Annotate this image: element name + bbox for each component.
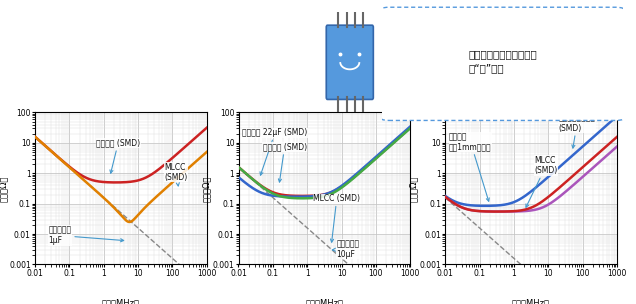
Text: 理想电容器
100μF: 理想电容器 100μF: [0, 303, 1, 304]
Text: 参照：导电聚合物
(SMD): 参照：导电聚合物 (SMD): [558, 113, 595, 148]
Text: MLCC
(SMD): MLCC (SMD): [165, 163, 188, 186]
Y-axis label: 阻抗（Ω）: 阻抗（Ω）: [0, 175, 8, 202]
Text: 理想电容器
1μF: 理想电容器 1μF: [48, 226, 123, 245]
Y-axis label: 阻抗（Ω）: 阻抗（Ω）: [202, 175, 211, 202]
Y-axis label: 阻抗（Ω）: 阻抗（Ω）: [409, 175, 418, 202]
FancyBboxPatch shape: [379, 7, 626, 120]
Text: 参照：钒 22μF (SMD): 参照：钒 22μF (SMD): [242, 128, 308, 175]
Text: 镐电解质
（年1mm引线）: 镐电解质 （年1mm引线）: [449, 132, 492, 201]
Text: 镐电解质 (SMD): 镐电解质 (SMD): [96, 139, 140, 173]
Text: 频率（MHz）: 频率（MHz）: [102, 298, 140, 304]
Text: MLCC
(SMD): MLCC (SMD): [526, 156, 558, 207]
FancyBboxPatch shape: [326, 25, 373, 99]
Text: 频率（MHz）: 频率（MHz）: [305, 298, 343, 304]
Text: 所有电解质电容器构成一
个“碗”形状: 所有电解质电容器构成一 个“碗”形状: [468, 50, 537, 74]
Text: 频率（MHz）: 频率（MHz）: [512, 298, 550, 304]
Text: 理想电容器
10μF: 理想电容器 10μF: [333, 239, 359, 259]
Text: MLCC (SMD): MLCC (SMD): [314, 194, 360, 242]
Text: 镐电解质 (SMD): 镐电解质 (SMD): [263, 143, 307, 182]
